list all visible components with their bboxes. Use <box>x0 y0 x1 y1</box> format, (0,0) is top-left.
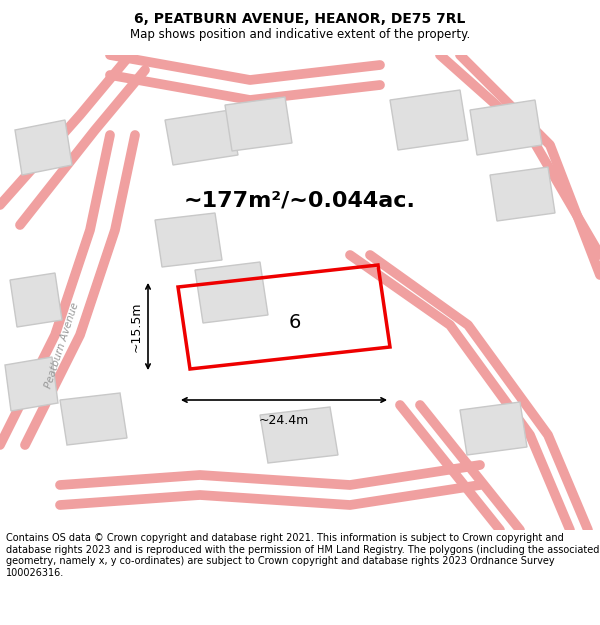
Polygon shape <box>10 273 62 327</box>
Text: Map shows position and indicative extent of the property.: Map shows position and indicative extent… <box>130 28 470 41</box>
Polygon shape <box>155 213 222 267</box>
Polygon shape <box>470 100 542 155</box>
Text: 6, PEATBURN AVENUE, HEANOR, DE75 7RL: 6, PEATBURN AVENUE, HEANOR, DE75 7RL <box>134 12 466 26</box>
Polygon shape <box>5 357 58 411</box>
Text: ~15.5m: ~15.5m <box>130 301 143 352</box>
Text: ~177m²/~0.044ac.: ~177m²/~0.044ac. <box>184 190 416 210</box>
Text: 6: 6 <box>289 314 301 332</box>
Polygon shape <box>195 262 268 323</box>
Text: Peatburn Avenue: Peatburn Avenue <box>43 301 80 389</box>
Polygon shape <box>225 97 292 151</box>
Text: Contains OS data © Crown copyright and database right 2021. This information is : Contains OS data © Crown copyright and d… <box>6 533 599 578</box>
Text: ~24.4m: ~24.4m <box>259 414 309 427</box>
Polygon shape <box>15 120 72 175</box>
Polygon shape <box>490 167 555 221</box>
Polygon shape <box>165 110 238 165</box>
Polygon shape <box>260 407 338 463</box>
Polygon shape <box>390 90 468 150</box>
Polygon shape <box>60 393 127 445</box>
Polygon shape <box>460 402 527 455</box>
